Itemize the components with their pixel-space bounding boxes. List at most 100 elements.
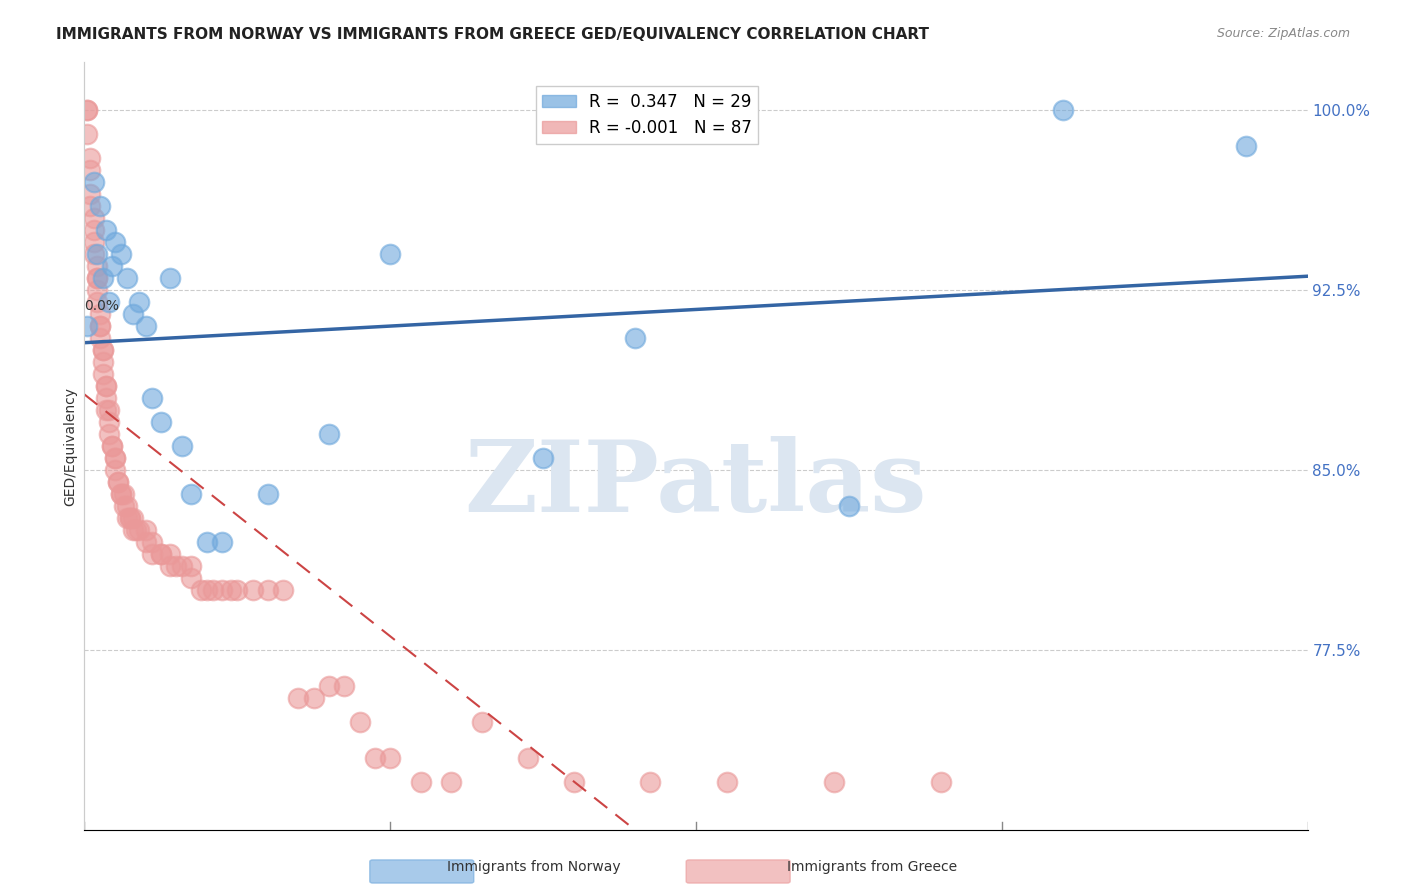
Y-axis label: GED/Equivalency: GED/Equivalency	[63, 386, 77, 506]
Point	[104, 235, 127, 250]
Point	[128, 295, 150, 310]
Point	[929, 774, 952, 789]
Point	[333, 679, 356, 693]
Point	[101, 439, 124, 453]
Point	[110, 247, 132, 261]
Text: Source: ZipAtlas.com: Source: ZipAtlas.com	[1216, 27, 1350, 40]
Text: Immigrants from Norway: Immigrants from Norway	[447, 860, 621, 874]
Point	[94, 379, 117, 393]
Point	[242, 582, 264, 597]
Point	[380, 247, 402, 261]
Point	[122, 307, 145, 321]
Point	[257, 487, 280, 501]
Point	[190, 582, 212, 597]
Point	[120, 511, 142, 525]
Point	[516, 750, 538, 764]
Point	[172, 439, 194, 453]
Point	[135, 534, 157, 549]
Point	[91, 343, 114, 357]
Point	[364, 750, 387, 764]
Point	[159, 271, 181, 285]
Point	[83, 223, 105, 237]
Point	[115, 499, 138, 513]
Point	[219, 582, 242, 597]
Point	[112, 487, 135, 501]
Point	[135, 523, 157, 537]
Point	[83, 175, 105, 189]
Text: IMMIGRANTS FROM NORWAY VS IMMIGRANTS FROM GREECE GED/EQUIVALENCY CORRELATION CHA: IMMIGRANTS FROM NORWAY VS IMMIGRANTS FRO…	[56, 27, 929, 42]
Point	[159, 558, 181, 573]
Point	[83, 211, 105, 226]
Point	[624, 331, 647, 345]
Point	[122, 511, 145, 525]
Point	[110, 487, 132, 501]
Point	[180, 571, 202, 585]
Point	[195, 582, 218, 597]
Point	[201, 582, 224, 597]
Point	[76, 319, 98, 334]
Point	[195, 534, 218, 549]
Text: Immigrants from Greece: Immigrants from Greece	[787, 860, 956, 874]
Point	[180, 558, 202, 573]
Point	[91, 367, 114, 381]
Point	[165, 558, 187, 573]
Point	[104, 463, 127, 477]
Point	[76, 103, 98, 118]
Point	[471, 714, 494, 729]
Point	[83, 247, 105, 261]
Point	[349, 714, 371, 729]
Point	[318, 679, 340, 693]
Point	[112, 499, 135, 513]
Point	[76, 103, 98, 118]
Point	[79, 163, 101, 178]
Point	[97, 415, 120, 429]
Point	[89, 331, 111, 345]
Point	[107, 475, 129, 489]
Point	[149, 547, 172, 561]
Point	[97, 427, 120, 442]
Text: ZIPatlas: ZIPatlas	[465, 436, 927, 533]
Point	[149, 415, 172, 429]
Point	[180, 487, 202, 501]
Point	[86, 259, 108, 273]
Point	[287, 690, 309, 705]
Point	[91, 271, 114, 285]
Point	[94, 379, 117, 393]
Point	[318, 427, 340, 442]
Point	[94, 391, 117, 405]
Point	[226, 582, 249, 597]
Point	[531, 450, 554, 465]
Point	[86, 271, 108, 285]
Point	[302, 690, 325, 705]
Point	[91, 343, 114, 357]
Point	[76, 128, 98, 142]
Point	[562, 774, 585, 789]
Point	[89, 319, 111, 334]
Point	[94, 223, 117, 237]
Point	[89, 199, 111, 213]
Point	[638, 774, 661, 789]
Point	[125, 523, 148, 537]
Point	[141, 547, 163, 561]
Point	[380, 750, 402, 764]
Point	[86, 283, 108, 297]
Point	[141, 534, 163, 549]
Point	[271, 582, 294, 597]
Point	[172, 558, 194, 573]
Point	[1236, 139, 1258, 153]
Point	[128, 523, 150, 537]
Point	[115, 511, 138, 525]
Point	[110, 487, 132, 501]
Point	[211, 582, 233, 597]
Point	[120, 511, 142, 525]
Point	[135, 319, 157, 334]
Point	[89, 307, 111, 321]
Point	[79, 187, 101, 202]
Point	[440, 774, 463, 789]
Point	[94, 403, 117, 417]
Point	[211, 534, 233, 549]
Point	[101, 439, 124, 453]
Legend: R =  0.347   N = 29, R = -0.001   N = 87: R = 0.347 N = 29, R = -0.001 N = 87	[536, 87, 758, 144]
Point	[107, 475, 129, 489]
Point	[89, 319, 111, 334]
